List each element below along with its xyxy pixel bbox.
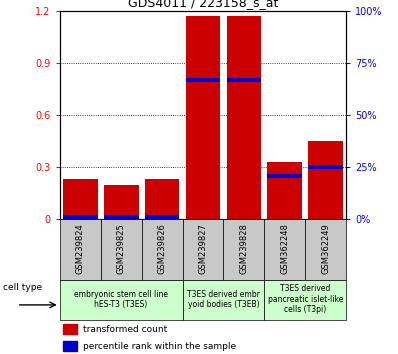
Text: cell type: cell type — [3, 283, 42, 292]
Bar — [185, 78, 220, 82]
Text: GSM239826: GSM239826 — [158, 223, 166, 274]
Bar — [104, 215, 139, 219]
Text: GSM362249: GSM362249 — [321, 223, 330, 274]
Bar — [63, 179, 98, 219]
Bar — [60, 280, 183, 320]
Bar — [63, 215, 98, 219]
Text: T3ES derived
pancreatic islet-like
cells (T3pi): T3ES derived pancreatic islet-like cells… — [267, 284, 343, 314]
Bar — [62, 341, 77, 351]
Bar — [223, 219, 264, 280]
Text: T3ES derived embr
yoid bodies (T3EB): T3ES derived embr yoid bodies (T3EB) — [187, 290, 260, 309]
Bar — [62, 324, 77, 335]
Bar — [185, 16, 220, 219]
Bar — [308, 165, 343, 169]
Bar — [144, 179, 179, 219]
Bar — [183, 219, 223, 280]
Bar — [308, 141, 343, 219]
Bar — [142, 219, 183, 280]
Bar — [267, 162, 302, 219]
Bar — [226, 16, 261, 219]
Bar — [183, 280, 264, 320]
Text: transformed count: transformed count — [83, 325, 167, 334]
Text: percentile rank within the sample: percentile rank within the sample — [83, 342, 236, 351]
Bar — [101, 219, 142, 280]
Text: embryonic stem cell line
hES-T3 (T3ES): embryonic stem cell line hES-T3 (T3ES) — [74, 290, 168, 309]
Text: GSM239828: GSM239828 — [240, 223, 248, 274]
Bar — [60, 219, 101, 280]
Bar — [267, 174, 302, 178]
Bar — [226, 78, 261, 82]
Bar — [144, 215, 179, 219]
Text: GSM239827: GSM239827 — [199, 223, 207, 274]
Title: GDS4011 / 223158_s_at: GDS4011 / 223158_s_at — [128, 0, 278, 10]
Bar — [264, 219, 305, 280]
Text: GSM239824: GSM239824 — [76, 223, 85, 274]
Bar — [264, 280, 346, 320]
Bar — [305, 219, 346, 280]
Text: GSM362248: GSM362248 — [280, 223, 289, 274]
Bar — [104, 185, 139, 219]
Text: GSM239825: GSM239825 — [117, 223, 126, 274]
